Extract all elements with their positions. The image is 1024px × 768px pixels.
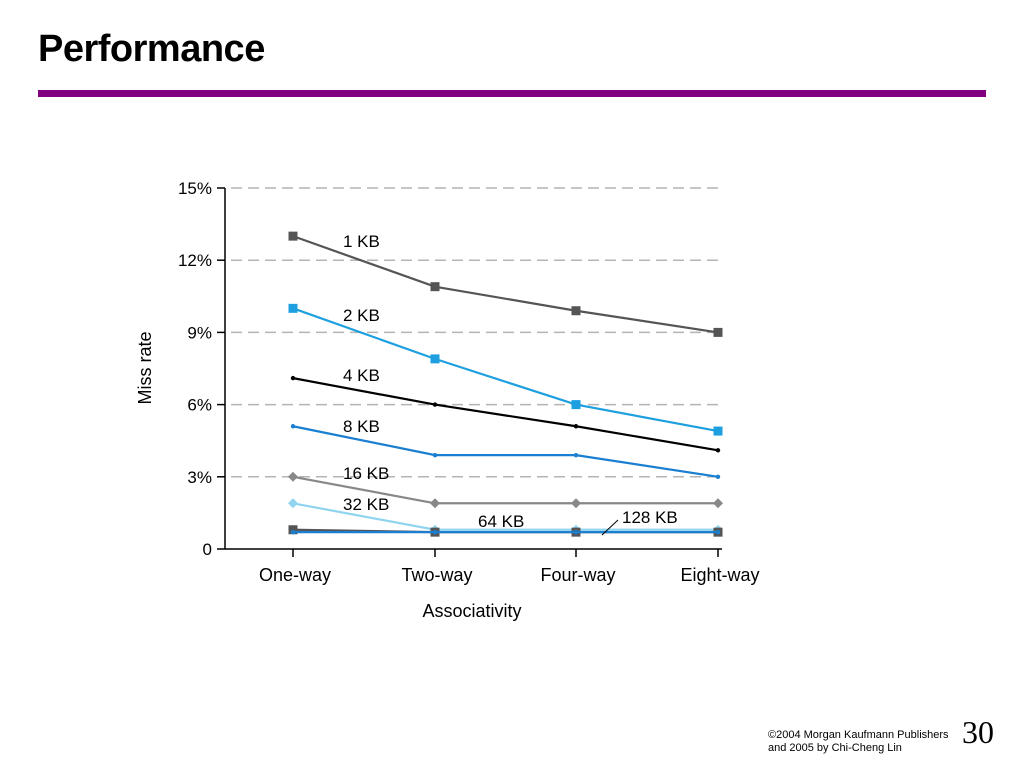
x-axis-label: Associativity: [422, 601, 521, 621]
x-tick-label: One-way: [259, 565, 331, 585]
data-point: [571, 498, 581, 509]
page-number: 30: [962, 714, 994, 750]
data-point: [288, 498, 298, 509]
data-point: [288, 231, 298, 241]
data-point: [713, 426, 723, 436]
data-point: [288, 525, 298, 535]
copyright-line-1: ©2004 Morgan Kaufmann Publishers: [768, 729, 949, 741]
series-line: [292, 377, 719, 452]
x-tick-label: Four-way: [540, 565, 615, 585]
title-divider: [38, 90, 986, 97]
data-point: [432, 452, 438, 458]
data-point: [713, 327, 723, 337]
data-point: [573, 529, 579, 535]
y-tick-label: 0: [203, 540, 212, 559]
data-point: [430, 498, 440, 509]
data-point: [571, 400, 581, 410]
series-line: [292, 502, 718, 531]
copyright-note: ©2004 Morgan Kaufmann Publishers and 200…: [768, 729, 949, 755]
data-point: [288, 471, 298, 482]
series-label: 4 KB: [343, 366, 380, 385]
series-line: [292, 425, 719, 478]
copyright-line-2: and 2005 by Chi-Cheng Lin: [768, 742, 902, 754]
data-point: [432, 402, 438, 407]
data-point: [290, 529, 296, 535]
data-point: [290, 375, 296, 381]
data-point: [713, 498, 723, 509]
y-tick-label: 9%: [187, 323, 212, 342]
series-label: 8 KB: [343, 417, 380, 436]
y-tick-label: 12%: [178, 251, 212, 270]
data-point: [290, 424, 296, 429]
series-label: 16 KB: [343, 464, 389, 483]
series-label-leader: [601, 519, 619, 536]
series-label: 128 KB: [622, 508, 678, 527]
data-point: [573, 424, 579, 429]
x-tick-label: Eight-way: [680, 565, 759, 585]
data-point: [430, 282, 440, 292]
data-point: [573, 452, 579, 458]
data-point: [432, 529, 438, 535]
data-point: [571, 306, 581, 316]
series-label: 64 KB: [478, 512, 524, 531]
y-tick-label: 15%: [178, 179, 212, 198]
y-axis-label: Miss rate: [135, 331, 155, 404]
series-line: [292, 475, 718, 505]
slide-title: Performance: [38, 28, 265, 70]
data-point: [715, 448, 721, 453]
data-point: [715, 529, 721, 535]
data-point: [288, 303, 298, 313]
series-label: 32 KB: [343, 495, 389, 514]
data-point: [715, 474, 721, 479]
x-tick-label: Two-way: [401, 565, 472, 585]
series-label: 2 KB: [343, 306, 380, 325]
y-tick-label: 3%: [187, 468, 212, 487]
data-point: [430, 354, 440, 364]
series-line: [292, 307, 719, 433]
y-tick-label: 6%: [187, 396, 212, 415]
series-line: [292, 235, 719, 334]
series-label: 1 KB: [343, 232, 380, 251]
